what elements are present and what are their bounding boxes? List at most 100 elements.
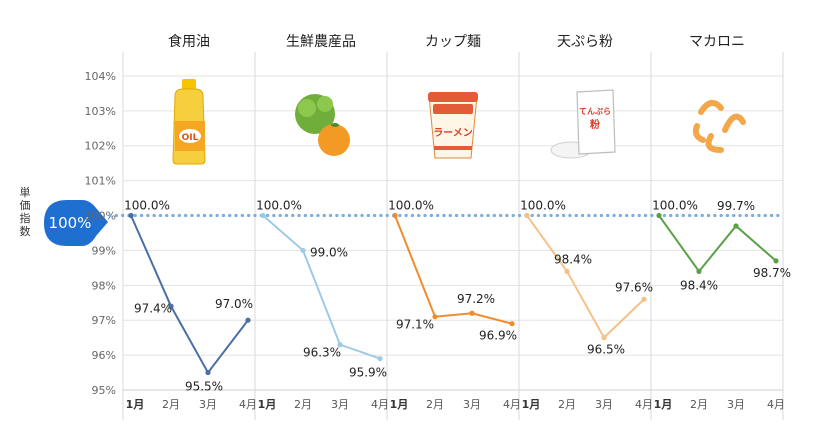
panel-title: 生鮮農産品 xyxy=(286,34,356,50)
data-point xyxy=(564,268,570,274)
data-label: 96.9% xyxy=(479,329,517,343)
panel-title: 天ぷら粉 xyxy=(557,34,613,50)
data-label: 100.0% xyxy=(388,199,434,213)
y-tick-label: 99% xyxy=(92,244,116,257)
x-tick-label: 4月 xyxy=(239,398,257,411)
data-label: 100.0% xyxy=(124,199,170,213)
x-tick-label: 4月 xyxy=(635,398,653,411)
flour-bag-text: てんぷら xyxy=(579,107,611,116)
y-tick-label: 102% xyxy=(85,140,116,153)
series-line xyxy=(394,215,513,325)
flour-bag xyxy=(576,89,616,155)
x-tick-label: 1月 xyxy=(258,398,277,411)
x-tick-label: 3月 xyxy=(199,398,217,411)
data-label: 98.4% xyxy=(554,252,592,266)
data-label: 97.0% xyxy=(215,297,253,311)
x-tick-label: 3月 xyxy=(331,398,349,411)
data-label: 98.7% xyxy=(753,266,791,280)
macaroni-piece xyxy=(692,123,706,143)
x-tick-label: 2月 xyxy=(294,398,312,411)
vegetables-icon xyxy=(295,94,350,156)
data-label: 97.2% xyxy=(457,292,495,306)
y-tick-label: 103% xyxy=(85,105,116,118)
x-tick-label: 3月 xyxy=(727,398,745,411)
cup-stripe xyxy=(434,146,472,150)
data-point xyxy=(656,212,662,219)
data-point xyxy=(469,310,475,316)
data-point xyxy=(337,342,343,348)
data-label: 95.5% xyxy=(185,380,223,394)
data-label: 95.9% xyxy=(349,366,387,380)
y-tick-label: 104% xyxy=(85,70,116,83)
cabbage-leaf xyxy=(298,99,316,117)
y-tick-label: 97% xyxy=(92,314,116,327)
y-tick-label: 98% xyxy=(92,279,116,292)
cup-band xyxy=(433,104,473,114)
data-label: 99.0% xyxy=(310,245,348,259)
macaroni-piece xyxy=(705,133,724,153)
data-point xyxy=(300,247,306,254)
data-point xyxy=(245,317,251,323)
data-point xyxy=(524,212,530,219)
data-label: 97.1% xyxy=(396,318,434,332)
series-line xyxy=(262,214,381,360)
x-tick-label: 2月 xyxy=(426,398,444,411)
oil-bottle-icon: OIL xyxy=(172,79,206,165)
data-point xyxy=(509,321,515,327)
series-line xyxy=(526,214,645,340)
data-label: 100.0% xyxy=(520,199,566,213)
x-tick-label: 2月 xyxy=(162,398,180,411)
x-tick-label: 4月 xyxy=(767,398,785,411)
macaroni-icon xyxy=(692,99,746,153)
series-line xyxy=(130,215,249,375)
baseline-badge-text: 100% xyxy=(49,214,92,232)
bottle-cap xyxy=(182,79,196,89)
data-point xyxy=(392,212,398,219)
x-tick-label: 1月 xyxy=(654,398,673,411)
data-point xyxy=(128,212,134,219)
panel-title: マカロニ xyxy=(689,34,745,50)
series-line xyxy=(658,214,777,273)
x-tick-label: 2月 xyxy=(690,398,708,411)
orange xyxy=(318,124,350,156)
y-tick-label: 100% xyxy=(85,210,116,223)
x-tick-label: 4月 xyxy=(503,398,521,411)
cup-noodle-icon: ラーメン xyxy=(428,92,478,159)
data-label: 96.5% xyxy=(587,343,625,357)
macaroni-piece xyxy=(722,113,746,133)
panel-title: カップ麺 xyxy=(425,34,481,50)
y-tick-label: 95% xyxy=(92,384,116,397)
data-point xyxy=(773,258,779,264)
data-point xyxy=(696,268,702,274)
x-tick-label: 4月 xyxy=(371,398,389,411)
data-label: 98.4% xyxy=(680,278,718,292)
panel-title: 食用油 xyxy=(168,33,210,50)
data-point xyxy=(205,369,211,376)
cup-text: ラーメン xyxy=(433,127,473,139)
flour-bag-text: 粉 xyxy=(590,118,600,131)
x-tick-label: 1月 xyxy=(522,398,541,411)
data-point xyxy=(601,335,607,341)
data-point xyxy=(168,303,174,309)
data-label: 99.7% xyxy=(717,199,755,213)
y-axis-unit-label: 単価指数 xyxy=(19,186,31,238)
macaroni-piece xyxy=(698,99,724,115)
baseline-badge: 100% xyxy=(44,200,108,246)
data-point xyxy=(733,223,739,229)
data-point xyxy=(377,355,383,362)
x-tick-label: 1月 xyxy=(126,398,145,411)
bottle-label-oval xyxy=(179,129,201,143)
baseline-badge-shape xyxy=(44,200,108,246)
y-tick-label: 96% xyxy=(92,349,116,362)
cup-lid xyxy=(428,92,478,102)
bottle-label-text: OIL xyxy=(182,133,199,143)
orange-leaf xyxy=(331,123,339,127)
y-tick-label: 101% xyxy=(85,175,116,188)
x-tick-label: 2月 xyxy=(558,398,576,411)
data-label: 100.0% xyxy=(256,199,302,213)
data-point xyxy=(260,212,266,219)
data-label: 100.0% xyxy=(652,199,698,213)
data-label: 97.6% xyxy=(615,280,653,294)
x-tick-label: 3月 xyxy=(463,398,481,411)
